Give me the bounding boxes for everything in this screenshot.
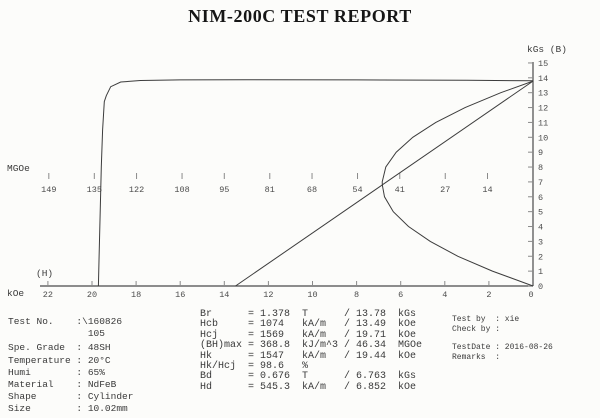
report-title: NIM-200C TEST REPORT [188,6,412,26]
x-tick-label: 8 [354,290,359,300]
sample-info-line: Material : NdFeB [8,379,117,391]
y-tick-label: 15 [538,59,548,69]
y-tick-label: 9 [538,148,543,158]
x-tick-label: 0 [528,290,533,300]
jh-intrinsic-curve [97,79,534,287]
y-tick-label: 11 [538,118,548,128]
result-line: Hk = 1547 kA/m / 19.44 kOe [200,350,417,362]
x-axis-unit-label: kOe [7,288,24,299]
y-tick-label: 10 [538,133,548,143]
y-tick-label: 6 [538,193,543,203]
meta-line: TestDate : 2016-08-26 [452,343,553,352]
result-line: Hk/Hcj = 98.6 % [200,361,345,373]
x-tick-label: 18 [131,290,141,300]
sample-info-line: Size : 10.02mm [8,403,128,415]
mgoe-tick-label: 68 [307,185,317,195]
y-tick-label: 7 [538,178,543,188]
sample-info-line: Spe. Grade : 48SH [8,342,111,354]
meta-line: Check by : [452,325,505,334]
sample-info-line: Temperature : 20°C [8,354,111,366]
meta-line: Remarks : [452,353,505,362]
x-tick-label: 14 [219,290,229,300]
meta-column: Test by : xie Check by : TestDate : 2016-… [452,315,553,363]
x-tick-label: 12 [263,290,273,300]
y-tick-label: 2 [538,252,543,262]
mgoe-tick-label: 95 [219,185,229,195]
mgoe-tick-label: 122 [129,185,144,195]
demagnetization-chart: kGs (B) MGOe (H) kOe 22 20 18 16 14 12 10 8 6 4 2 0… [7,44,567,300]
h-axis-label: (H) [36,268,53,279]
x-tick-label: 2 [486,290,491,300]
x-tick-label: 4 [442,290,447,300]
mgoe-tick-label: 135 [87,185,102,195]
sample-info-line: Shape : Cylinder [8,391,134,403]
spacer [452,335,553,343]
y-tick-label: 12 [538,104,548,114]
result-line: Bd = 0.676 T / 6.763 kGs [200,371,417,383]
result-line: Hd = 545.3 kA/m / 6.852 kOe [200,381,417,393]
results-column: Br = 1.378 T / 13.78 kGs Hcb = 1074 kA/m … [200,309,423,393]
y-tick-label: 1 [538,267,543,277]
y-tick-label: 3 [538,237,543,247]
mgoe-tick-label: 149 [41,185,56,195]
x-tick-label: 16 [175,290,185,300]
sample-info-column: Test No. :\160826 105 Spe. Grade : 48SH Te… [8,316,133,416]
mgoe-tick-label: 14 [482,185,492,195]
y-tick-label: 14 [538,74,548,84]
mgoe-tick-label: 81 [265,185,275,195]
x-tick-label: 10 [307,290,317,300]
result-line: Hcj = 1569 kA/m / 19.71 kOe [200,329,417,341]
bh-energy-product-curve [381,80,534,287]
x-tick-label: 20 [87,290,97,300]
result-line: Hcb = 1074 kA/m / 13.49 kOe [200,319,417,331]
sample-info-line: Test No. :\160826 [8,316,123,327]
result-line: (BH)max = 368.8 kJ/m^3 / 46.34 MGOe [200,340,423,352]
y-tick-label: 0 [538,282,543,292]
bh-normal-curve [235,80,534,287]
mgoe-tick-label: 27 [440,185,450,195]
mgoe-tick-label: 108 [174,185,189,195]
y-tick-label: 8 [538,163,543,173]
sample-info-line: Humi : 65% [8,366,105,378]
mgoe-tick-label: 54 [352,185,362,195]
mgoe-axis-label: MGOe [7,163,30,174]
x-tick-label: 6 [398,290,403,300]
y-tick-label: 5 [538,208,543,218]
y-tick-label: 13 [538,89,548,99]
mgoe-tick-label: 41 [395,185,405,195]
sample-info-line: 105 [8,328,105,340]
y-axis-unit-label: kGs (B) [527,44,567,55]
y-tick-label: 4 [538,223,543,233]
meta-line: Test by : xie [452,315,520,324]
x-tick-label: 22 [43,290,53,300]
result-line: Br = 1.378 T / 13.78 kGs [200,309,417,320]
